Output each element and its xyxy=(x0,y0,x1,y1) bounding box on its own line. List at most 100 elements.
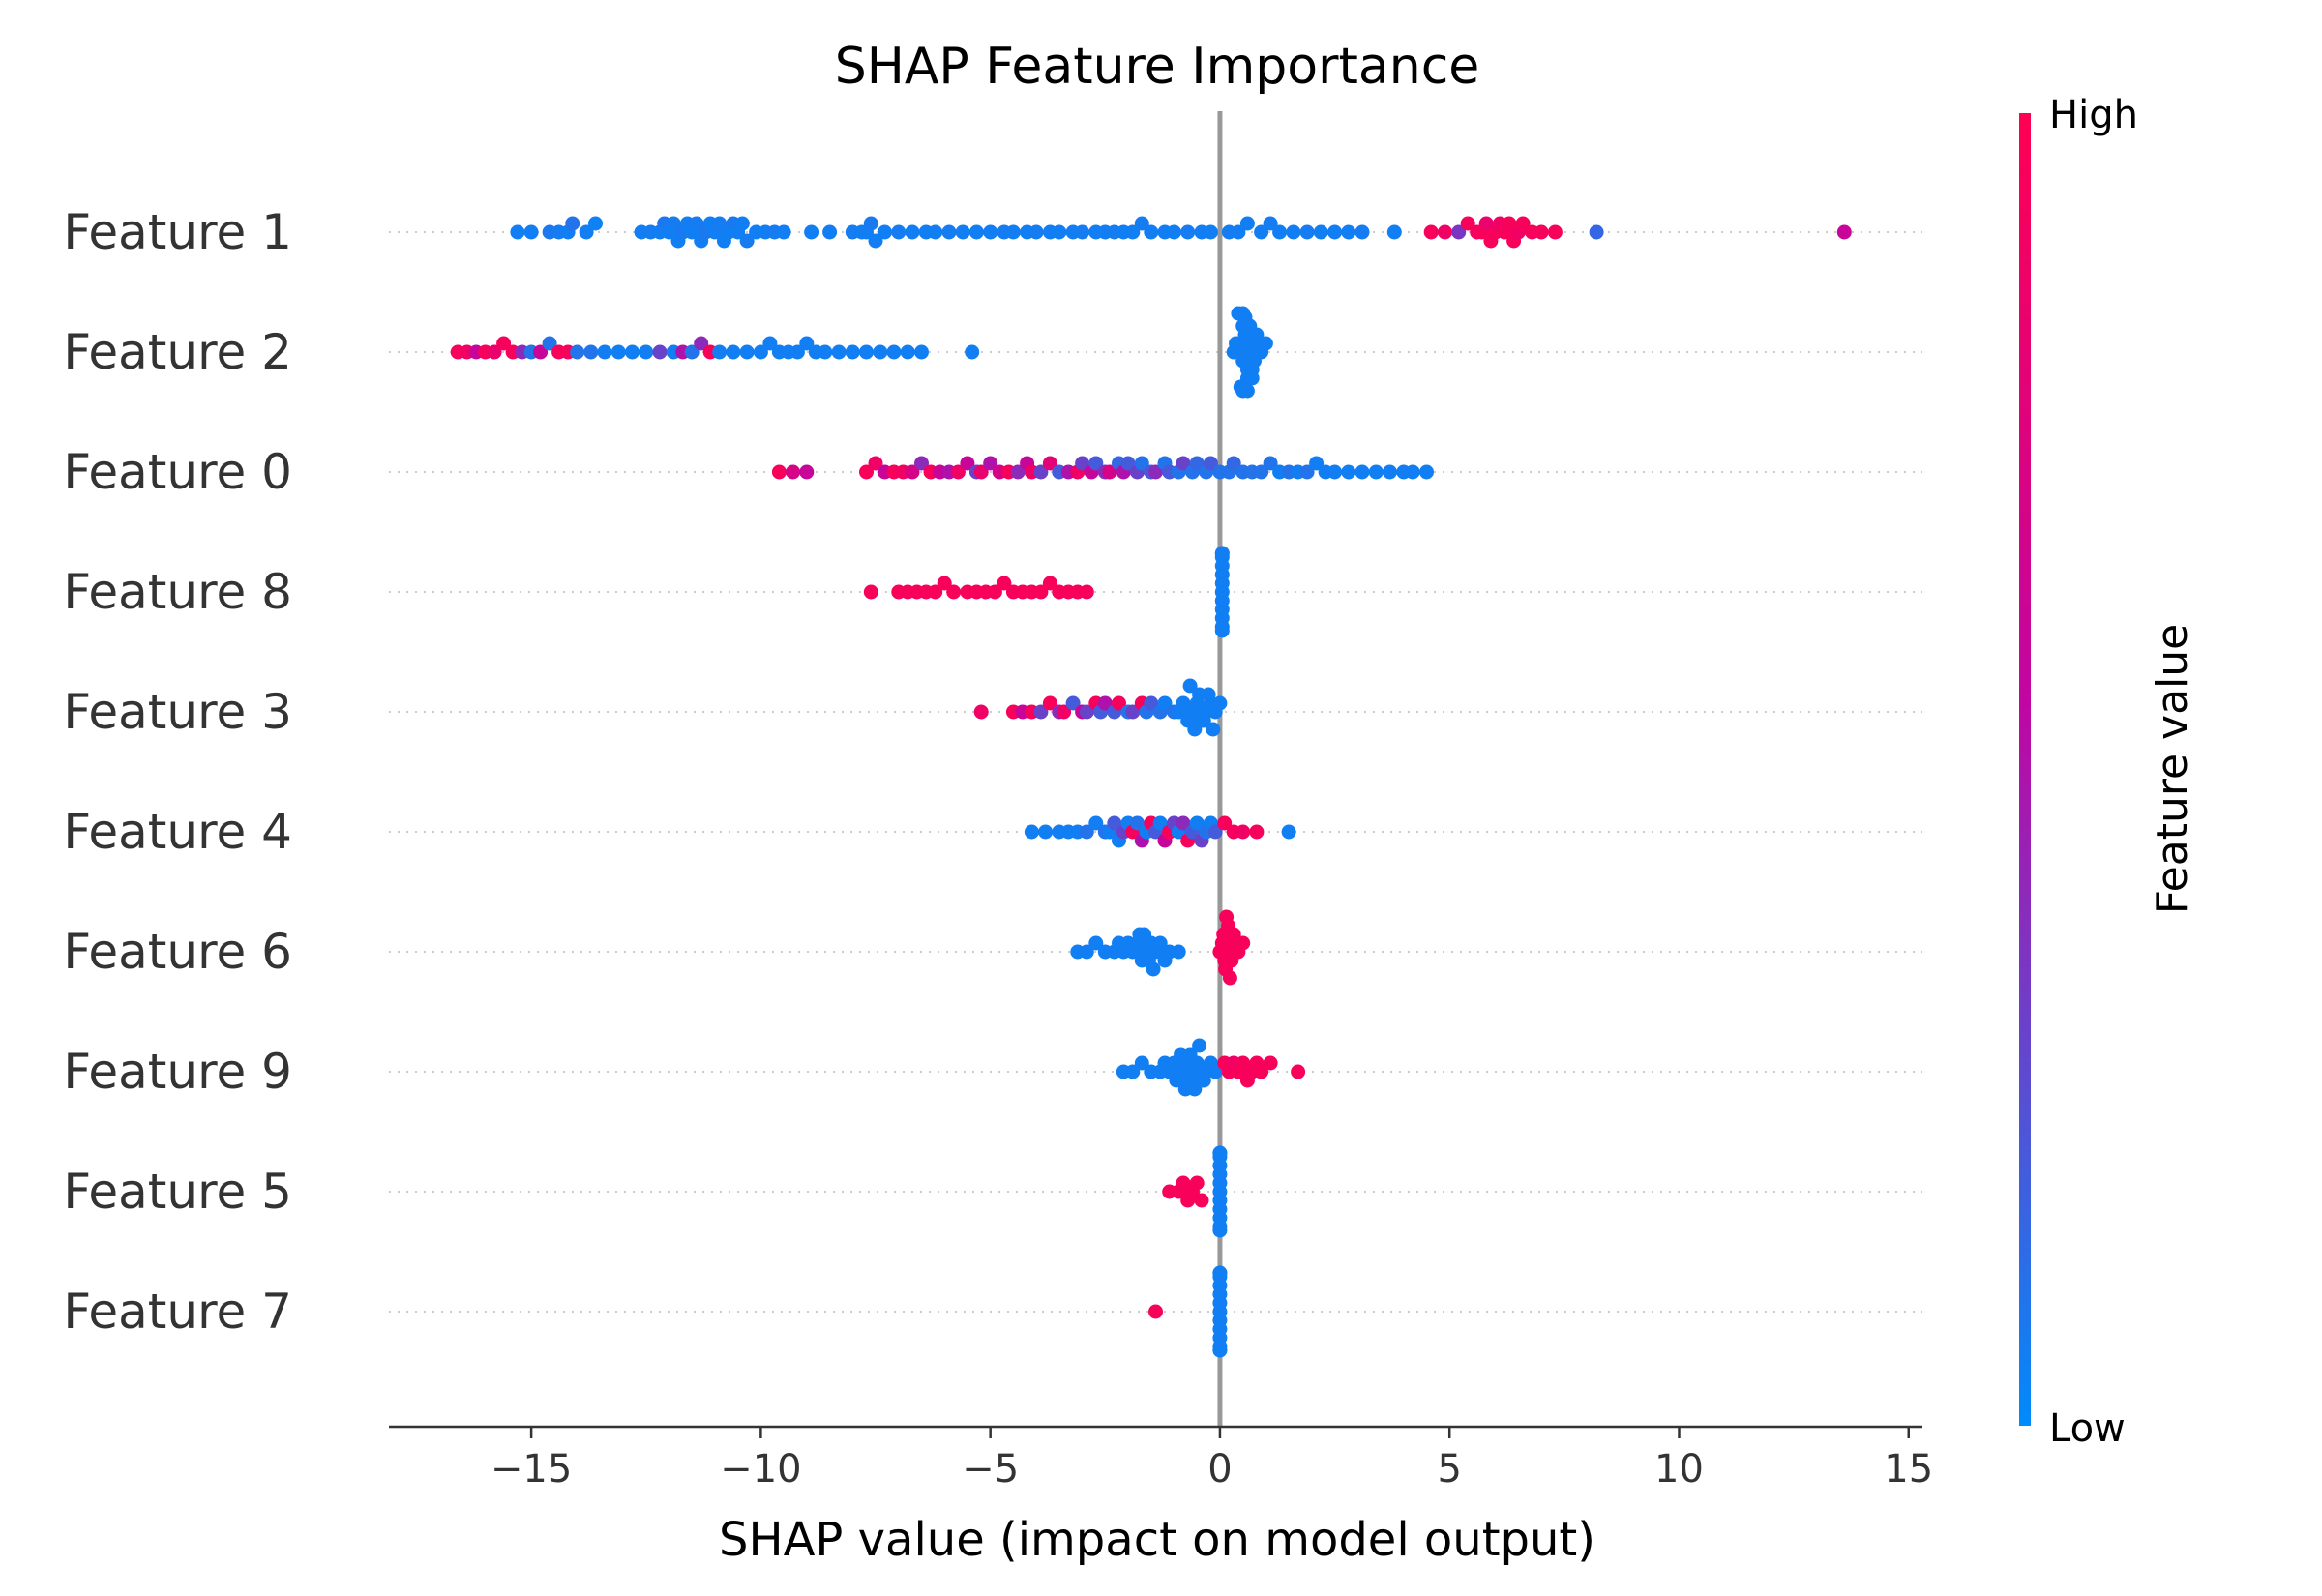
feature-label: Feature 3 xyxy=(63,684,292,740)
shap-point xyxy=(1075,456,1090,471)
shap-point xyxy=(1176,1175,1191,1191)
shap-point xyxy=(734,216,750,231)
shap-point xyxy=(771,464,787,480)
shap-point xyxy=(762,336,778,351)
shap-point xyxy=(1192,1038,1207,1053)
shap-point xyxy=(1146,961,1161,977)
shap-point xyxy=(859,464,874,480)
shap-point xyxy=(1383,464,1397,480)
shap-point xyxy=(1299,464,1315,480)
shap-point xyxy=(1033,704,1049,720)
x-tick-label: −15 xyxy=(491,1447,572,1492)
shap-point xyxy=(1419,464,1434,480)
shap-point xyxy=(1229,336,1243,351)
shap-point xyxy=(960,456,975,471)
shap-point xyxy=(868,233,883,249)
shap-point xyxy=(1130,815,1145,831)
shap-point xyxy=(789,344,805,360)
shap-point xyxy=(1235,824,1251,840)
shap-point xyxy=(1196,1073,1211,1088)
shap-point xyxy=(1214,623,1230,638)
shap-point xyxy=(726,344,741,360)
shap-point xyxy=(1460,216,1475,231)
shap-point xyxy=(487,344,502,360)
shap-point xyxy=(1405,464,1420,480)
chart-title: SHAP Feature Importance xyxy=(835,38,1480,96)
shap-point xyxy=(1341,224,1356,240)
shap-point xyxy=(1212,695,1228,711)
feature-label: Feature 1 xyxy=(63,204,292,260)
shap-point xyxy=(684,344,700,360)
shap-point xyxy=(983,224,998,240)
shap-point xyxy=(1148,464,1163,480)
shap-point xyxy=(1189,1175,1205,1191)
x-axis-label: SHAP value (impact on model output) xyxy=(719,1513,1595,1567)
shap-point xyxy=(1182,1047,1198,1062)
shap-point xyxy=(1212,1145,1228,1161)
shap-point xyxy=(1097,695,1113,711)
shap-point xyxy=(1309,456,1325,471)
feature-label: Feature 8 xyxy=(63,564,292,620)
feature-label: Feature 0 xyxy=(63,444,292,500)
shap-point xyxy=(997,576,1012,591)
shap-point xyxy=(1438,224,1452,240)
shap-point xyxy=(1207,1064,1223,1079)
shap-point xyxy=(941,224,957,240)
shap-point xyxy=(987,584,1002,600)
shap-point xyxy=(1836,224,1852,240)
shap-point xyxy=(1187,722,1203,737)
shap-point xyxy=(570,344,585,360)
shap-point xyxy=(1180,224,1196,240)
shap-point xyxy=(1231,306,1246,321)
shap-point xyxy=(1212,1265,1228,1281)
feature-label: Feature 7 xyxy=(63,1284,292,1340)
shap-point xyxy=(1134,456,1149,471)
shap-point xyxy=(1203,224,1218,240)
shap-point xyxy=(1203,456,1218,471)
shap-point xyxy=(1005,224,1021,240)
colorbar-low-label: Low xyxy=(2049,1406,2126,1451)
shap-point xyxy=(579,224,594,240)
shap-point xyxy=(1079,704,1094,720)
shap-point xyxy=(625,344,640,360)
x-tick-label: 5 xyxy=(1437,1447,1461,1492)
shap-point xyxy=(1024,824,1039,840)
shap-point xyxy=(1134,1055,1149,1071)
shap-point xyxy=(1327,464,1343,480)
shap-point xyxy=(753,344,768,360)
shap-point xyxy=(739,233,755,249)
shap-point xyxy=(1042,456,1057,471)
shap-point xyxy=(1299,224,1315,240)
shap-point xyxy=(1242,318,1258,334)
shap-point xyxy=(1152,935,1168,951)
shap-point xyxy=(1249,824,1265,840)
shap-point xyxy=(1057,704,1072,720)
shap-point xyxy=(973,464,989,480)
shap-point xyxy=(1079,944,1094,960)
x-tick-label: 0 xyxy=(1207,1447,1232,1492)
shap-point xyxy=(973,704,989,720)
shap-point xyxy=(1187,1081,1203,1097)
shap-point xyxy=(914,456,929,471)
shap-point xyxy=(1212,1223,1228,1238)
shap-point xyxy=(1171,944,1186,960)
shap-point xyxy=(533,344,549,360)
shap-point xyxy=(639,344,654,360)
shap-point xyxy=(565,216,580,231)
shap-point xyxy=(950,464,966,480)
shap-point xyxy=(652,344,668,360)
shap-point xyxy=(983,456,998,471)
shap-point xyxy=(1088,456,1104,471)
shap-point xyxy=(905,224,920,240)
shap-point xyxy=(689,216,704,231)
shap-point xyxy=(739,344,755,360)
shap-point xyxy=(1515,216,1531,231)
shap-point xyxy=(1065,695,1081,711)
shap-point xyxy=(1222,970,1237,986)
shap-point xyxy=(542,336,557,351)
shap-point xyxy=(776,224,791,240)
shap-point xyxy=(968,224,984,240)
shap-point xyxy=(1217,815,1233,831)
shap-point xyxy=(510,224,525,240)
